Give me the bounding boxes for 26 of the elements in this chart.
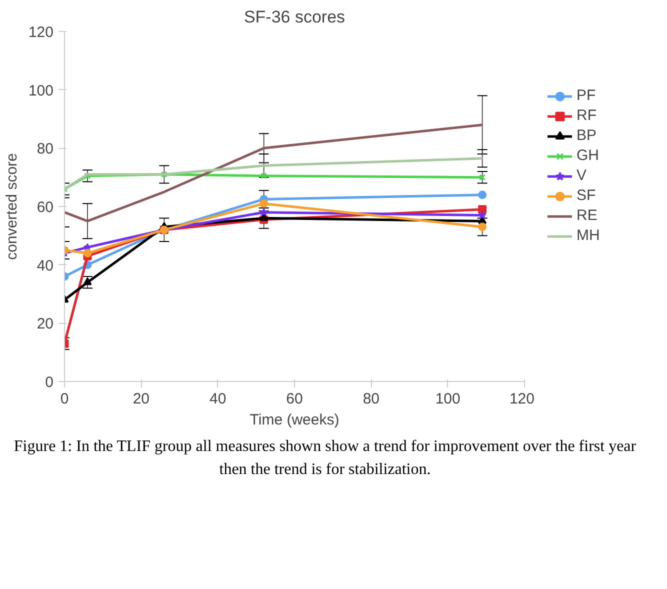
x-tick-label: 40 bbox=[209, 390, 226, 408]
x-tick-label: 120 bbox=[509, 390, 535, 408]
y-tick-label: 20 bbox=[36, 316, 54, 333]
x-axis-title: Time (weeks) bbox=[250, 412, 340, 428]
legend-label: MH bbox=[576, 227, 601, 244]
x-tick-label: 60 bbox=[286, 390, 303, 408]
legend-label: RE bbox=[576, 207, 598, 224]
legend-label: PF bbox=[576, 87, 597, 104]
y-tick-label: 120 bbox=[28, 24, 54, 41]
chart-title: SF-36 scores bbox=[244, 8, 346, 26]
y-tick-label: 100 bbox=[28, 82, 54, 100]
x-tick-label: 0 bbox=[60, 390, 69, 408]
y-tick-label: 0 bbox=[45, 374, 54, 391]
legend-label: RF bbox=[576, 107, 598, 124]
caption: Figure 1: In the TLIF group all measures shown show a trend for improvement over the first year then the trend is for stabilization. bbox=[12, 437, 638, 480]
legend-label: V bbox=[576, 167, 588, 184]
x-tick-label: 100 bbox=[435, 390, 460, 408]
y-tick-label: 80 bbox=[36, 140, 54, 158]
y-tick-label: 60 bbox=[36, 199, 54, 216]
x-tick-label: 80 bbox=[362, 390, 380, 408]
legend-label: SF bbox=[576, 187, 597, 204]
y-axis-title: converted score bbox=[3, 153, 20, 260]
y-tick-label: 40 bbox=[36, 257, 54, 274]
legend-label: BP bbox=[576, 127, 598, 144]
legend-label: GH bbox=[576, 147, 600, 164]
x-tick-label: 20 bbox=[132, 390, 150, 408]
